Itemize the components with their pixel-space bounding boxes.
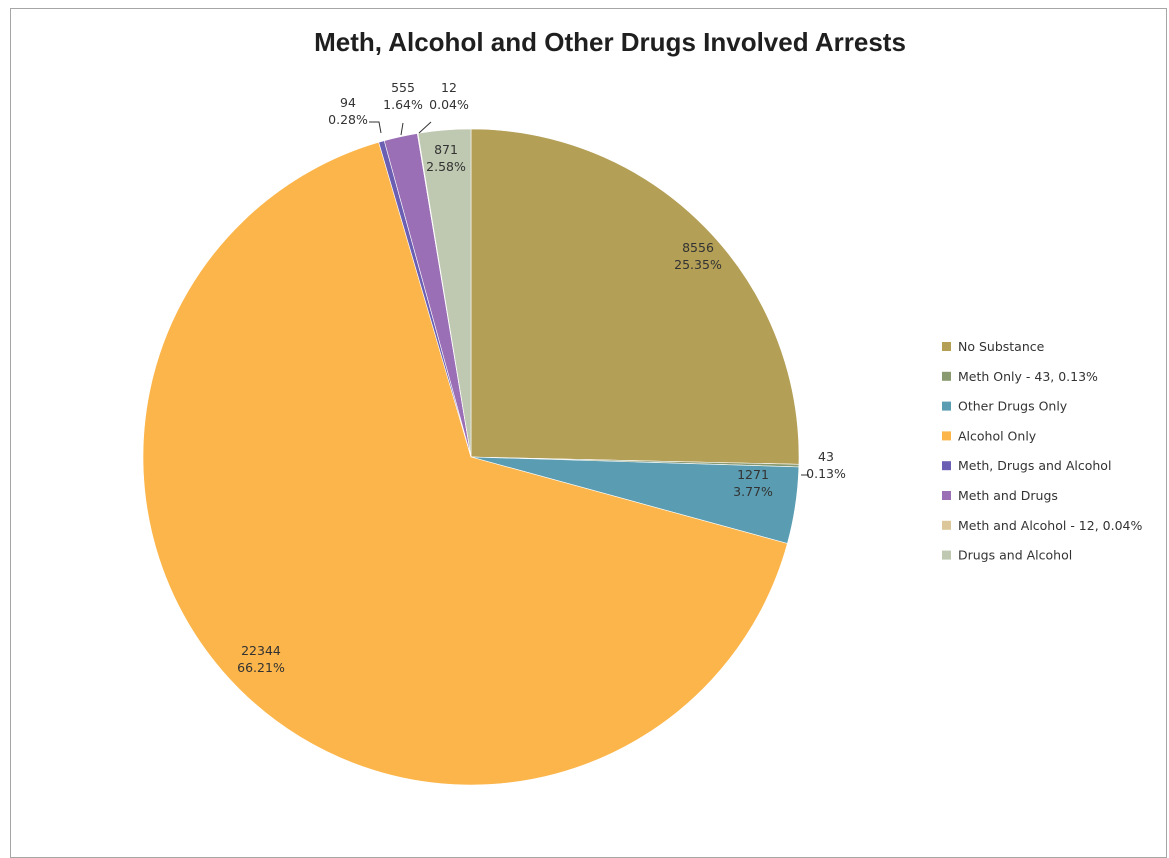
pie-chart: Meth, Alcohol and Other Drugs Involved A… (142, 27, 1142, 786)
legend-swatch (942, 550, 951, 560)
legend-swatch (942, 461, 951, 471)
legend-entry: Alcohol Only (958, 428, 1037, 443)
data-label-value: 94 (340, 95, 356, 110)
leader-line (369, 121, 382, 134)
legend-entry: Meth, Drugs and Alcohol (958, 458, 1111, 473)
data-label-value: 1271 (737, 467, 769, 482)
data-label-percent: 66.21% (237, 660, 285, 675)
data-label-percent: 0.13% (806, 466, 846, 481)
legend-swatch (942, 371, 951, 381)
pie-slice (417, 128, 472, 458)
legend-swatch (942, 491, 951, 500)
data-label-value: 12 (441, 80, 457, 95)
legend-swatch (942, 342, 951, 351)
chart-title: Meth, Alcohol and Other Drugs Involved A… (314, 27, 906, 57)
legend-entry: Drugs and Alcohol (958, 548, 1072, 563)
data-label-percent: 1.64% (383, 97, 423, 112)
pie-slice (470, 128, 800, 465)
legend-entry: No Substance (958, 339, 1045, 354)
pie-slice (142, 141, 788, 786)
data-label-percent: 25.35% (674, 257, 722, 272)
data-label-value: 8556 (682, 240, 714, 255)
data-label-percent: 0.28% (328, 112, 368, 127)
data-label-value: 555 (391, 80, 415, 95)
data-label-percent: 0.04% (429, 97, 469, 112)
legend: No Substance Meth Only - 43, 0.13% Other D… (942, 339, 1142, 563)
data-label-percent: 2.58% (426, 159, 466, 174)
chart-area: Meth, Alcohol and Other Drugs Involved A… (10, 8, 1167, 858)
pie-slices (142, 128, 800, 786)
data-label-value: 22344 (241, 643, 281, 658)
leader-lines (369, 121, 809, 476)
legend-entry: Meth Only - 43, 0.13% (958, 369, 1098, 384)
data-labels: 8556 25.35% 43 0.13% 1271 3.77% 22344 66.21% 94 0… (237, 80, 846, 675)
legend-swatch (942, 431, 951, 441)
legend-entry: Other Drugs Only (958, 399, 1068, 414)
legend-swatch (942, 401, 951, 411)
legend-entry: Meth and Drugs (958, 488, 1058, 503)
data-label-value: 43 (818, 449, 834, 464)
data-label-value: 871 (434, 142, 458, 157)
data-label-percent: 3.77% (733, 484, 773, 499)
legend-swatch (942, 520, 951, 530)
leader-line (418, 121, 432, 134)
leader-line (400, 122, 404, 136)
legend-entry: Meth and Alcohol - 12, 0.04% (958, 518, 1142, 533)
